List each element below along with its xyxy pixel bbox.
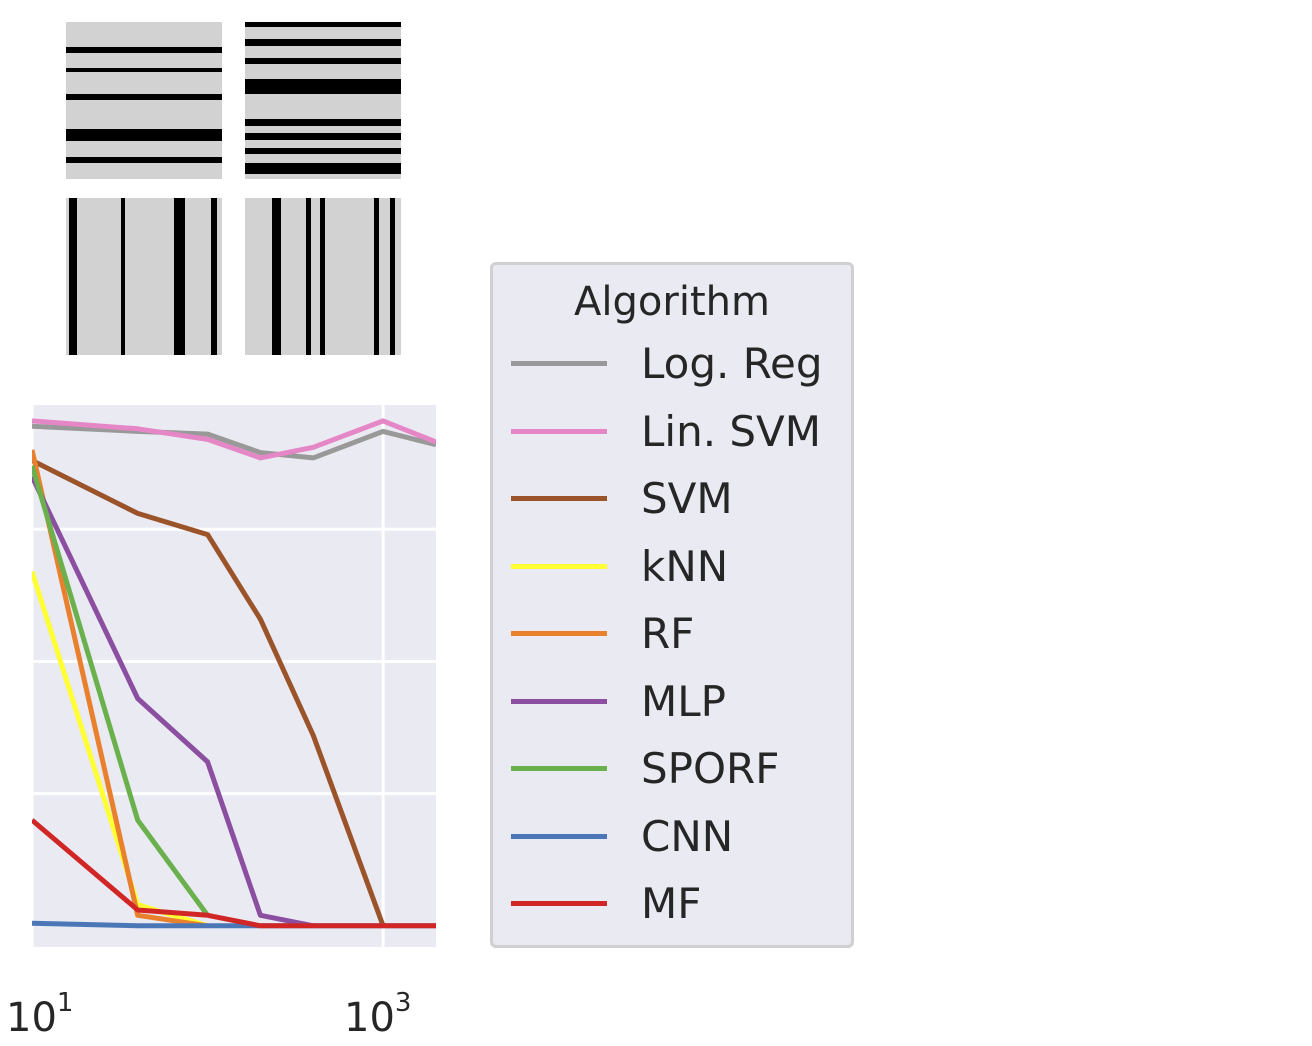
legend-item: CNN — [507, 808, 847, 868]
stripe — [211, 198, 218, 355]
series-line-mf — [32, 818, 436, 929]
horizontal-sample-1 — [66, 22, 222, 179]
legend-label: Lin. SVM — [641, 406, 822, 456]
series-line-log-reg — [32, 423, 436, 461]
stripe — [69, 198, 77, 355]
x-tick-label: 103 — [344, 988, 412, 1041]
legend-swatch — [511, 698, 607, 704]
series-line-lin-svm — [32, 418, 436, 461]
vertical-sample-2 — [245, 198, 401, 355]
legend-item: SVM — [507, 470, 847, 530]
horizontal-sample-2 — [245, 22, 401, 179]
legend-item: SPORF — [507, 740, 847, 800]
legend-item: MLP — [507, 673, 847, 733]
stripe — [173, 198, 185, 355]
legend-swatch — [511, 766, 607, 771]
line-chart — [30, 405, 436, 947]
stripe — [271, 198, 281, 355]
series-line-sporf — [32, 465, 210, 917]
legend-swatch — [511, 833, 607, 839]
series-line-svm — [32, 458, 386, 927]
legend-label: MLP — [641, 676, 726, 726]
stripe — [245, 133, 401, 140]
legend-label: RF — [641, 609, 695, 658]
stripe — [66, 67, 222, 73]
stripe — [390, 198, 395, 355]
stripe — [245, 163, 401, 175]
stripe — [120, 198, 126, 355]
stripe — [66, 128, 222, 142]
legend-label: Log. Reg — [641, 339, 823, 388]
legend-item: Lin. SVM — [507, 403, 847, 463]
legend: Algorithm Log. Reg Lin. SVM SVM kNN RF MLP SPO… — [490, 262, 854, 948]
stripe — [66, 47, 222, 54]
legend-swatch — [511, 901, 607, 906]
x-tick-label: 101 — [6, 988, 74, 1041]
stripe — [374, 198, 380, 355]
legend-swatch — [511, 428, 607, 434]
series-line-mlp — [32, 475, 314, 929]
legend-label: SPORF — [641, 744, 780, 793]
stripe — [305, 198, 311, 355]
stripe — [245, 119, 401, 126]
stripe — [245, 147, 401, 154]
legend-label: kNN — [641, 541, 729, 591]
stripe — [245, 39, 401, 46]
legend-item: kNN — [507, 538, 847, 598]
stripe — [245, 58, 401, 65]
stripe — [245, 78, 401, 95]
legend-swatch — [511, 361, 607, 366]
series-line-rf — [32, 449, 208, 929]
stripe — [319, 198, 325, 355]
legend-label: MF — [641, 879, 702, 928]
legend-item: RF — [507, 605, 847, 665]
legend-label: SVM — [641, 474, 733, 523]
stripe — [66, 94, 222, 101]
legend-swatch — [511, 563, 607, 569]
stripe — [66, 157, 222, 164]
legend-item: MF — [507, 875, 847, 935]
legend-title: Algorithm — [574, 279, 770, 325]
legend-swatch — [511, 496, 607, 501]
legend-label: CNN — [641, 811, 734, 861]
stripe — [245, 22, 401, 27]
legend-item: Log. Reg — [507, 335, 847, 395]
vertical-sample-1 — [66, 198, 222, 355]
legend-swatch — [511, 631, 607, 636]
